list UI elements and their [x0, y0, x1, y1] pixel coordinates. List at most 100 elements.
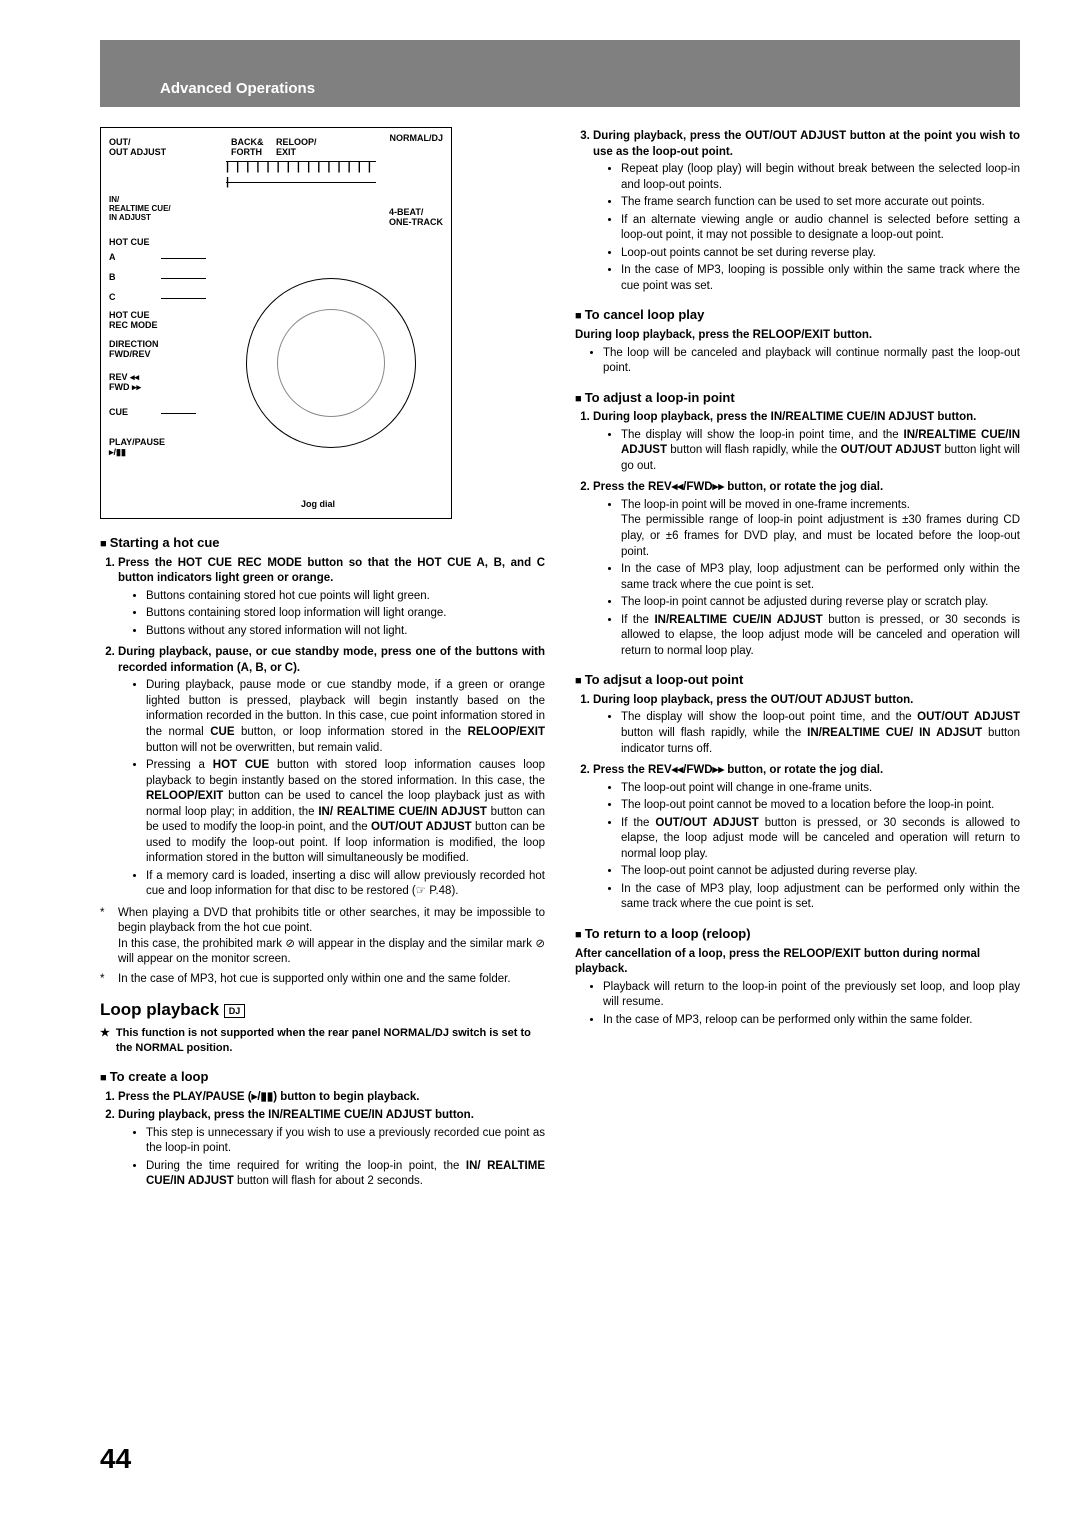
bold-outadj: OUT/OUT ADJUST [371, 821, 472, 833]
dj-icon: DJ [224, 1004, 246, 1018]
text: The display will show the loop-in point … [621, 429, 904, 441]
text: During the time required for writing the… [146, 1160, 466, 1172]
bullets: Buttons containing stored hot cue points… [118, 589, 545, 640]
list-item: During loop playback, press the OUT/OUT … [593, 693, 1020, 757]
list-item: Repeat play (loop play) will begin witho… [621, 162, 1020, 193]
list-item: In the case of MP3, reloop can be perfor… [603, 1013, 1020, 1029]
star-icon: ★ [100, 1026, 110, 1056]
page-number: 44 [100, 1443, 131, 1475]
note: * In the case of MP3, hot cue is support… [100, 972, 545, 988]
bold-outadj: OUT/OUT ADJUST [655, 817, 758, 829]
label-rec-mode: HOT CUE REC MODE [109, 311, 158, 331]
bold-outadj: OUT/OUT ADJUST [917, 711, 1020, 723]
content-columns: OUT/ OUT ADJUST BACK& FORTH RELOOP/ EXIT… [0, 107, 1080, 1196]
note-text: In the case of MP3, hot cue is supported… [118, 972, 511, 988]
label-jog-dial: Jog dial [301, 500, 335, 510]
bold-cue: CUE [210, 726, 234, 738]
list-item: During loop playback, press the IN/REALT… [593, 410, 1020, 474]
list-item: Pressing a HOT CUE button with stored lo… [146, 758, 545, 867]
tick-bar [226, 161, 376, 183]
label-back-forth: BACK& FORTH [231, 138, 264, 158]
lead-line [161, 278, 206, 279]
text: If the [621, 817, 655, 829]
step-text: During playback, press the IN/REALTIME C… [118, 1109, 474, 1121]
heading-text: Loop playback [100, 1000, 219, 1019]
step-text: Press the REV◂◂/FWD▸▸ button, or rotate … [593, 481, 883, 493]
text: button will flash for about 2 seconds. [234, 1175, 423, 1187]
bullets: This step is unnecessary if you wish to … [118, 1126, 545, 1190]
note: * When playing a DVD that prohibits titl… [100, 906, 545, 968]
list-item: In the case of MP3 play, loop adjustment… [621, 882, 1020, 913]
bold-inrt: IN/REALTIME CUE/ IN ADJSUT [807, 727, 982, 739]
label-b: B [109, 273, 116, 283]
text: If the [621, 614, 654, 626]
label-cue: CUE [109, 408, 128, 418]
asterisk: * [100, 906, 110, 968]
bullets: During playback, pause mode or cue stand… [118, 678, 545, 899]
list-item: If an alternate viewing angle or audio c… [621, 213, 1020, 244]
list-item: This step is unnecessary if you wish to … [146, 1126, 545, 1157]
list-item: During the time required for writing the… [146, 1159, 545, 1190]
list-item: The loop-out point cannot be adjusted du… [621, 864, 1020, 880]
list-item: In the case of MP3 play, loop adjustment… [621, 562, 1020, 593]
list-item: Loop-out points cannot be set during rev… [621, 246, 1020, 262]
left-column: OUT/ OUT ADJUST BACK& FORTH RELOOP/ EXIT… [100, 127, 545, 1196]
bullets: Playback will return to the loop-in poin… [575, 980, 1020, 1029]
heading-create-loop: To create a loop [100, 1068, 545, 1086]
list-item: If the IN/REALTIME CUE/IN ADJUST button … [621, 613, 1020, 660]
bold-inrt: IN/ REALTIME CUE/IN ADJUST [318, 806, 487, 818]
text: button, or loop information stored in th… [234, 726, 467, 738]
bullets: The loop-out point will change in one-fr… [593, 781, 1020, 913]
bold-reloop: RELOOP/EXIT [146, 790, 223, 802]
step-text: During playback, pause, or cue standby m… [118, 646, 545, 674]
label-in-adjust: IN/ REALTIME CUE/ IN ADJUST [109, 196, 171, 222]
header-bar: Advanced Operations [100, 40, 1020, 107]
list-item: During playback, pause, or cue standby m… [118, 645, 545, 899]
label-reloop-exit: RELOOP/ EXIT [276, 138, 317, 158]
step-text: Press the REV◂◂/FWD▸▸ button, or rotate … [593, 764, 883, 776]
label-out-adjust: OUT/ OUT ADJUST [109, 138, 166, 158]
text: When playing a DVD that prohibits title … [118, 907, 545, 935]
list-item: Buttons containing stored hot cue points… [146, 589, 545, 605]
text: button will flash rapidly, while the [621, 727, 807, 739]
list-item: The loop-in point will be moved in one-f… [621, 498, 1020, 560]
lead-line [161, 413, 196, 414]
label-hot-cue: HOT CUE [109, 238, 150, 248]
label-direction: DIRECTION FWD/REV [109, 340, 159, 360]
list-item: If the OUT/OUT ADJUST button is pressed,… [621, 816, 1020, 863]
list-item: The frame search function can be used to… [621, 195, 1020, 211]
right-column: During playback, press the OUT/OUT ADJUS… [575, 127, 1020, 1196]
text: button will flash rapidly, while the [667, 444, 841, 456]
lead-text: After cancellation of a loop, press the … [575, 947, 1020, 978]
heading-start-hotcue: Starting a hot cue [100, 534, 545, 552]
star-note: ★ This function is not supported when th… [100, 1026, 545, 1056]
lead-line [161, 298, 206, 299]
bold-inrt: IN/REALTIME CUE/IN ADJUST [654, 614, 822, 626]
list-item: During playback, pause mode or cue stand… [146, 678, 545, 756]
step-text: Press the HOT CUE REC MODE button so tha… [118, 557, 545, 585]
heading-loop-playback: Loop playback DJ [100, 999, 545, 1022]
bold-reloop: RELOOP/EXIT [468, 726, 545, 738]
create-loop-steps: Press the PLAY/PAUSE (▸/▮▮) button to be… [100, 1090, 545, 1190]
heading-adjust-out: To adjsut a loop-out point [575, 671, 1020, 689]
list-item: The loop-out point will change in one-fr… [621, 781, 1020, 797]
list-item: During playback, press the OUT/OUT ADJUS… [593, 129, 1020, 294]
list-item: The display will show the loop-out point… [621, 710, 1020, 757]
list-item: Press the REV◂◂/FWD▸▸ button, or rotate … [593, 763, 1020, 913]
list-item: The display will show the loop-in point … [621, 428, 1020, 475]
list-item: Press the PLAY/PAUSE (▸/▮▮) button to be… [118, 1090, 545, 1106]
bullets: The display will show the loop-out point… [593, 710, 1020, 757]
label-c: C [109, 293, 116, 303]
bullets: Repeat play (loop play) will begin witho… [593, 162, 1020, 294]
adjin-steps: During loop playback, press the IN/REALT… [575, 410, 1020, 659]
label-rev-fwd: REV ◂◂ FWD ▸▸ [109, 373, 141, 393]
heading-adjust-in: To adjust a loop-in point [575, 389, 1020, 407]
page: Advanced Operations OUT/ OUT ADJUST BACK… [0, 40, 1080, 1525]
label-play-pause: PLAY/PAUSE ▸/▮▮ [109, 438, 165, 458]
bold-outadj: OUT/OUT ADJUST [841, 444, 942, 456]
step-text: During loop playback, press the OUT/OUT … [593, 694, 913, 706]
bullets: The loop-in point will be moved in one-f… [593, 498, 1020, 659]
label-four-beat: 4-BEAT/ ONE-TRACK [389, 208, 443, 228]
text: The display will show the loop-out point… [621, 711, 917, 723]
text: In this case, the prohibited mark ⊘ will… [118, 938, 545, 966]
